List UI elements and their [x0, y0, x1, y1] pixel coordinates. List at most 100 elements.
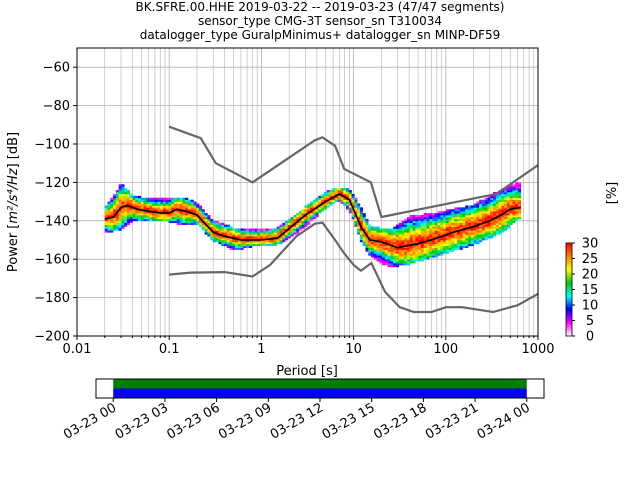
density-cell [329, 193, 333, 197]
density-cell [276, 234, 280, 237]
plot-background [77, 48, 538, 336]
density-cell [362, 240, 366, 243]
density-cell [495, 226, 499, 229]
density-cell [121, 222, 125, 225]
density-cell [359, 238, 363, 241]
density-cell [415, 224, 419, 227]
density-cell [487, 201, 491, 204]
density-cell [473, 215, 477, 218]
density-cell [418, 236, 422, 239]
density-cell [490, 203, 494, 206]
density-cell [465, 209, 469, 212]
density-cell [476, 226, 480, 229]
density-cell [418, 215, 422, 218]
density-cell [495, 203, 499, 206]
title-line-2: sensor_type CMG-3T sensor_sn T310034 [197, 14, 443, 28]
density-cell [176, 211, 180, 214]
density-cell [501, 195, 505, 199]
density-cell [468, 241, 472, 245]
density-cell [185, 197, 189, 200]
density-cell [437, 240, 441, 243]
density-cell [420, 216, 424, 220]
density-cell [151, 197, 155, 200]
density-cell [113, 222, 117, 225]
density-cell [168, 215, 172, 218]
density-cell [398, 249, 402, 252]
density-cell [282, 234, 286, 237]
density-cell [440, 251, 444, 254]
density-cell [440, 220, 444, 224]
density-cell [451, 234, 455, 237]
density-cell [384, 257, 388, 260]
density-cell [468, 228, 472, 231]
density-cell [110, 203, 114, 206]
density-cell [451, 211, 455, 214]
density-cell [243, 238, 247, 241]
density-cell [407, 241, 411, 245]
y-tick-label: −200 [34, 330, 70, 345]
density-cell [354, 218, 358, 222]
density-cell [437, 230, 441, 233]
density-cell [149, 213, 153, 216]
density-cell [390, 249, 394, 252]
density-cell [193, 207, 197, 210]
density-cell [293, 215, 297, 218]
colorbar-label: [%] [605, 182, 620, 205]
density-cell [224, 224, 228, 227]
density-cell [110, 220, 114, 224]
density-cell [176, 216, 180, 220]
density-cell [243, 243, 247, 247]
density-cell [157, 205, 161, 208]
density-cell [515, 193, 519, 197]
density-cell [151, 201, 155, 204]
density-cell [462, 240, 466, 243]
density-cell [387, 257, 391, 260]
density-cell [359, 211, 363, 214]
density-cell [420, 232, 424, 235]
plot-area [77, 48, 538, 336]
density-cell [412, 257, 416, 260]
density-cell [187, 207, 192, 210]
density-cell [487, 232, 491, 235]
density-cell [373, 238, 377, 241]
density-cell [254, 243, 258, 247]
density-cell [168, 197, 172, 200]
density-cell [426, 220, 430, 224]
density-cell [404, 234, 408, 237]
density-cell [176, 201, 180, 204]
density-cell [365, 240, 369, 243]
density-cell [143, 207, 147, 210]
density-cell [212, 234, 216, 237]
density-cell [215, 234, 219, 237]
density-cell [490, 232, 494, 235]
density-cell [506, 205, 510, 208]
density-cell [395, 230, 400, 233]
density-cell [443, 241, 447, 245]
density-cell [254, 241, 258, 245]
density-cell [138, 197, 142, 200]
density-cell [423, 253, 427, 256]
density-cell [423, 215, 427, 218]
density-cell [110, 230, 114, 233]
density-cell [476, 203, 480, 206]
density-cell [426, 245, 430, 248]
density-cell [476, 215, 480, 218]
density-cell [509, 195, 513, 199]
density-cell [282, 236, 286, 239]
density-cell [346, 207, 350, 210]
density-cell [332, 193, 336, 197]
density-cell [224, 226, 228, 229]
density-cell [504, 192, 508, 195]
density-cell [126, 209, 131, 212]
density-cell [509, 190, 513, 193]
density-cell [143, 216, 147, 220]
density-cell [138, 207, 142, 210]
density-cell [473, 230, 477, 233]
density-cell [443, 216, 447, 220]
density-cell [512, 193, 516, 197]
density-cell [443, 211, 447, 214]
density-cell [506, 188, 510, 191]
density-cell [393, 238, 397, 241]
density-cell [232, 245, 236, 248]
density-cell [251, 234, 255, 237]
